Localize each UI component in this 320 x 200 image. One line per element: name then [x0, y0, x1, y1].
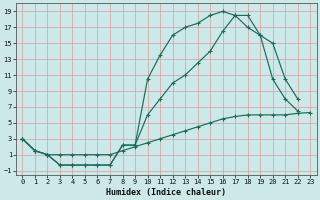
- X-axis label: Humidex (Indice chaleur): Humidex (Indice chaleur): [106, 188, 226, 197]
